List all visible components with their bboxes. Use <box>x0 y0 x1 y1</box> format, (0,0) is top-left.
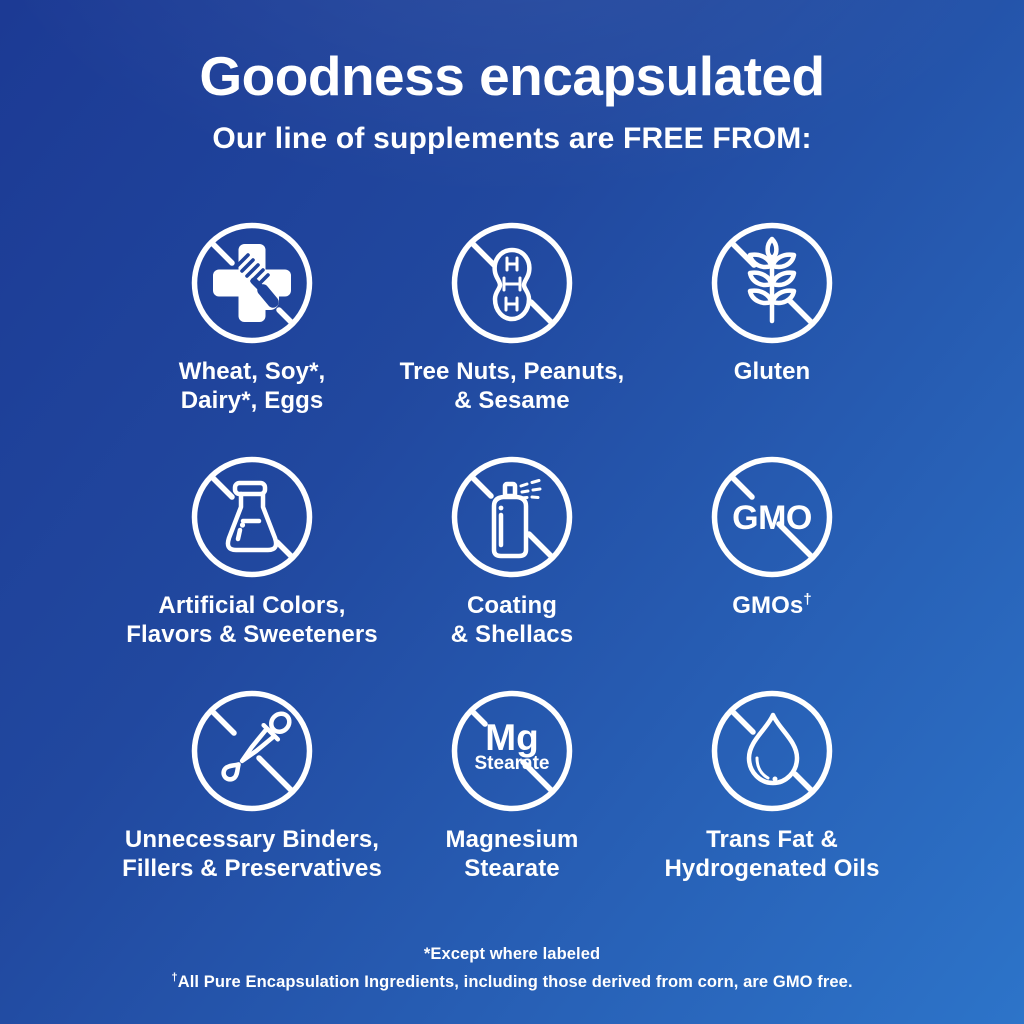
free-from-grid: Wheat, Soy*, Dairy*, Eggs Tree Nuts, Pea… <box>122 218 902 884</box>
no-magnesium-stearate-icon: Mg Stearate <box>451 690 573 812</box>
no-trans-fat-icon <box>711 690 833 812</box>
stearate-icon-text: Stearate <box>475 753 550 774</box>
dagger-superscript: † <box>171 971 178 984</box>
free-from-item-tree-nuts-peanuts-sesame: Tree Nuts, Peanuts, & Sesame <box>382 218 642 416</box>
item-label: Trans Fat & Hydrogenated Oils <box>664 825 880 883</box>
free-from-item-gluten: Gluten <box>642 218 902 416</box>
no-artificial-colors-icon <box>191 456 313 578</box>
free-from-item-trans-fat: Trans Fat & Hydrogenated Oils <box>642 686 902 884</box>
free-from-item-wheat-soy-dairy-eggs: Wheat, Soy*, Dairy*, Eggs <box>122 218 382 416</box>
no-wheat-soy-dairy-eggs-icon <box>191 222 313 343</box>
page-title: Goodness encapsulated <box>199 45 825 107</box>
item-label: Coating & Shellacs <box>450 591 574 649</box>
no-gluten-icon <box>711 222 833 343</box>
page-subtitle: Our line of supplements are FREE FROM: <box>212 121 812 155</box>
no-coating-shellacs-icon <box>451 456 573 578</box>
item-label: Tree Nuts, Peanuts, & Sesame <box>399 357 625 415</box>
no-gmo-icon: GMO <box>711 456 833 578</box>
footnote-except-labeled: *Except where labeled <box>423 944 601 963</box>
mg-icon-text: Mg <box>485 717 538 758</box>
footnote-gmo-free: †All Pure Encapsulation Ingredients, inc… <box>171 971 853 991</box>
footnotes: *Except where labeled †All Pure Encapsul… <box>0 940 1024 996</box>
item-label: GMOs† <box>732 591 812 619</box>
item-label: Magnesium Stearate <box>445 825 579 883</box>
item-label: Unnecessary Binders, Fillers & Preservat… <box>122 825 382 883</box>
free-from-item-artificial-colors: Artificial Colors, Flavors & Sweeteners <box>122 452 382 650</box>
item-label: Artificial Colors, Flavors & Sweeteners <box>126 591 378 649</box>
gmo-icon-text: GMO <box>732 499 812 537</box>
no-binders-fillers-icon <box>191 690 313 812</box>
free-from-item-gmos: GMO GMOs† <box>642 452 902 650</box>
no-tree-nuts-peanuts-sesame-icon <box>451 222 573 343</box>
item-label: Gluten <box>733 357 811 385</box>
free-from-item-binders-fillers: Unnecessary Binders, Fillers & Preservat… <box>122 686 382 884</box>
free-from-item-coating-shellacs: Coating & Shellacs <box>382 452 642 650</box>
dagger-superscript: † <box>803 591 812 608</box>
item-label: Wheat, Soy*, Dairy*, Eggs <box>178 357 326 415</box>
free-from-item-magnesium-stearate: Mg Stearate Magnesium Stearate <box>382 686 642 884</box>
